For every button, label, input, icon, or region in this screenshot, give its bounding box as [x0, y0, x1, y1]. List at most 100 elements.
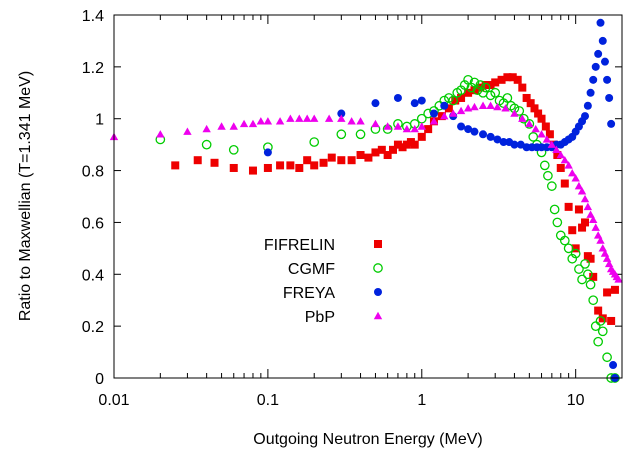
- x-tick-labels: 0.01 0.1 1 10: [98, 392, 584, 409]
- data-point: [553, 151, 562, 160]
- series-cgmf: [155, 74, 620, 383]
- data-point: [583, 202, 593, 211]
- data-point: [377, 145, 386, 154]
- data-point: [464, 88, 473, 97]
- data-point: [229, 163, 238, 172]
- data-point: [491, 78, 500, 87]
- data-point: [525, 119, 534, 128]
- data-point: [336, 129, 347, 140]
- data-point: [581, 112, 590, 121]
- data-point: [302, 114, 312, 122]
- series-fifrelin: [171, 73, 619, 325]
- data-point: [451, 96, 460, 105]
- data-point: [598, 244, 607, 252]
- data-point: [556, 150, 565, 159]
- y-tick-label: 0: [95, 371, 104, 388]
- data-point: [600, 57, 609, 66]
- data-point: [493, 135, 502, 144]
- data-point: [171, 161, 180, 170]
- data-point: [393, 122, 403, 130]
- data-point: [508, 73, 517, 82]
- data-point: [310, 161, 319, 170]
- data-point: [570, 248, 581, 259]
- data-point: [546, 181, 557, 191]
- data-point: [522, 93, 531, 102]
- data-point: [586, 88, 595, 97]
- data-point: [448, 95, 459, 106]
- data-point: [583, 101, 592, 110]
- data-point: [303, 156, 312, 165]
- data-point: [429, 117, 439, 125]
- data-point: [481, 81, 490, 90]
- data-point: [310, 114, 319, 122]
- data-point: [410, 140, 419, 149]
- data-point: [591, 223, 600, 231]
- data-point: [347, 156, 356, 165]
- x-tick-label: 0.1: [257, 392, 279, 409]
- data-point: [424, 125, 433, 134]
- data-point: [486, 101, 495, 109]
- data-point: [464, 125, 473, 134]
- data-point: [583, 269, 593, 280]
- data-point: [402, 140, 411, 149]
- data-point: [542, 135, 552, 143]
- data-point: [459, 80, 470, 90]
- data-point: [327, 153, 336, 162]
- legend-label-pbp: PbP: [305, 309, 335, 326]
- legend-marker-pbp: [373, 311, 383, 320]
- data-point: [497, 75, 506, 84]
- data-point: [560, 179, 569, 188]
- data-point: [541, 122, 550, 131]
- data-point: [605, 93, 614, 102]
- data-point: [275, 117, 285, 125]
- legend-markers: [373, 240, 383, 320]
- data-point: [479, 130, 488, 139]
- data-point: [610, 285, 619, 294]
- data-point: [417, 96, 426, 105]
- data-point: [193, 156, 202, 165]
- data-point: [393, 140, 402, 149]
- data-point: [486, 132, 495, 141]
- data-point: [364, 153, 373, 162]
- data-point: [309, 137, 320, 147]
- data-point: [286, 161, 295, 170]
- data-point: [596, 236, 605, 244]
- data-point: [183, 127, 192, 135]
- data-point: [417, 132, 426, 141]
- data-point: [248, 166, 257, 175]
- legend-label-cgmf: CGMF: [288, 261, 335, 278]
- data-point: [463, 104, 473, 112]
- data-point: [485, 90, 496, 101]
- data-point: [564, 202, 573, 211]
- data-point: [577, 274, 587, 285]
- data-point: [571, 244, 580, 253]
- data-point: [410, 99, 419, 108]
- x-tick-label: 0.01: [98, 392, 129, 409]
- data-point: [589, 215, 598, 224]
- data-point: [595, 316, 606, 326]
- data-point: [398, 143, 407, 152]
- data-point: [437, 112, 446, 121]
- data-point: [594, 306, 603, 315]
- data-point: [457, 93, 466, 102]
- legend-marker-fifrelin: [374, 240, 382, 248]
- data-point: [503, 73, 512, 82]
- data-point: [217, 122, 226, 130]
- data-point: [545, 130, 554, 139]
- data-point: [594, 49, 603, 58]
- data-point: [564, 161, 573, 169]
- legend-label-freya: FREYA: [283, 285, 335, 302]
- data-point: [589, 75, 598, 84]
- data-point: [371, 119, 380, 128]
- data-point: [593, 231, 603, 239]
- data-point: [563, 243, 574, 254]
- data-point: [440, 101, 449, 110]
- data-point: [356, 151, 365, 160]
- data-point: [319, 158, 328, 167]
- data-point: [324, 114, 334, 122]
- y-tick-label: 1.2: [82, 60, 104, 77]
- data-point: [337, 114, 346, 122]
- data-point: [588, 295, 599, 306]
- data-point: [480, 82, 491, 93]
- data-point: [210, 158, 219, 167]
